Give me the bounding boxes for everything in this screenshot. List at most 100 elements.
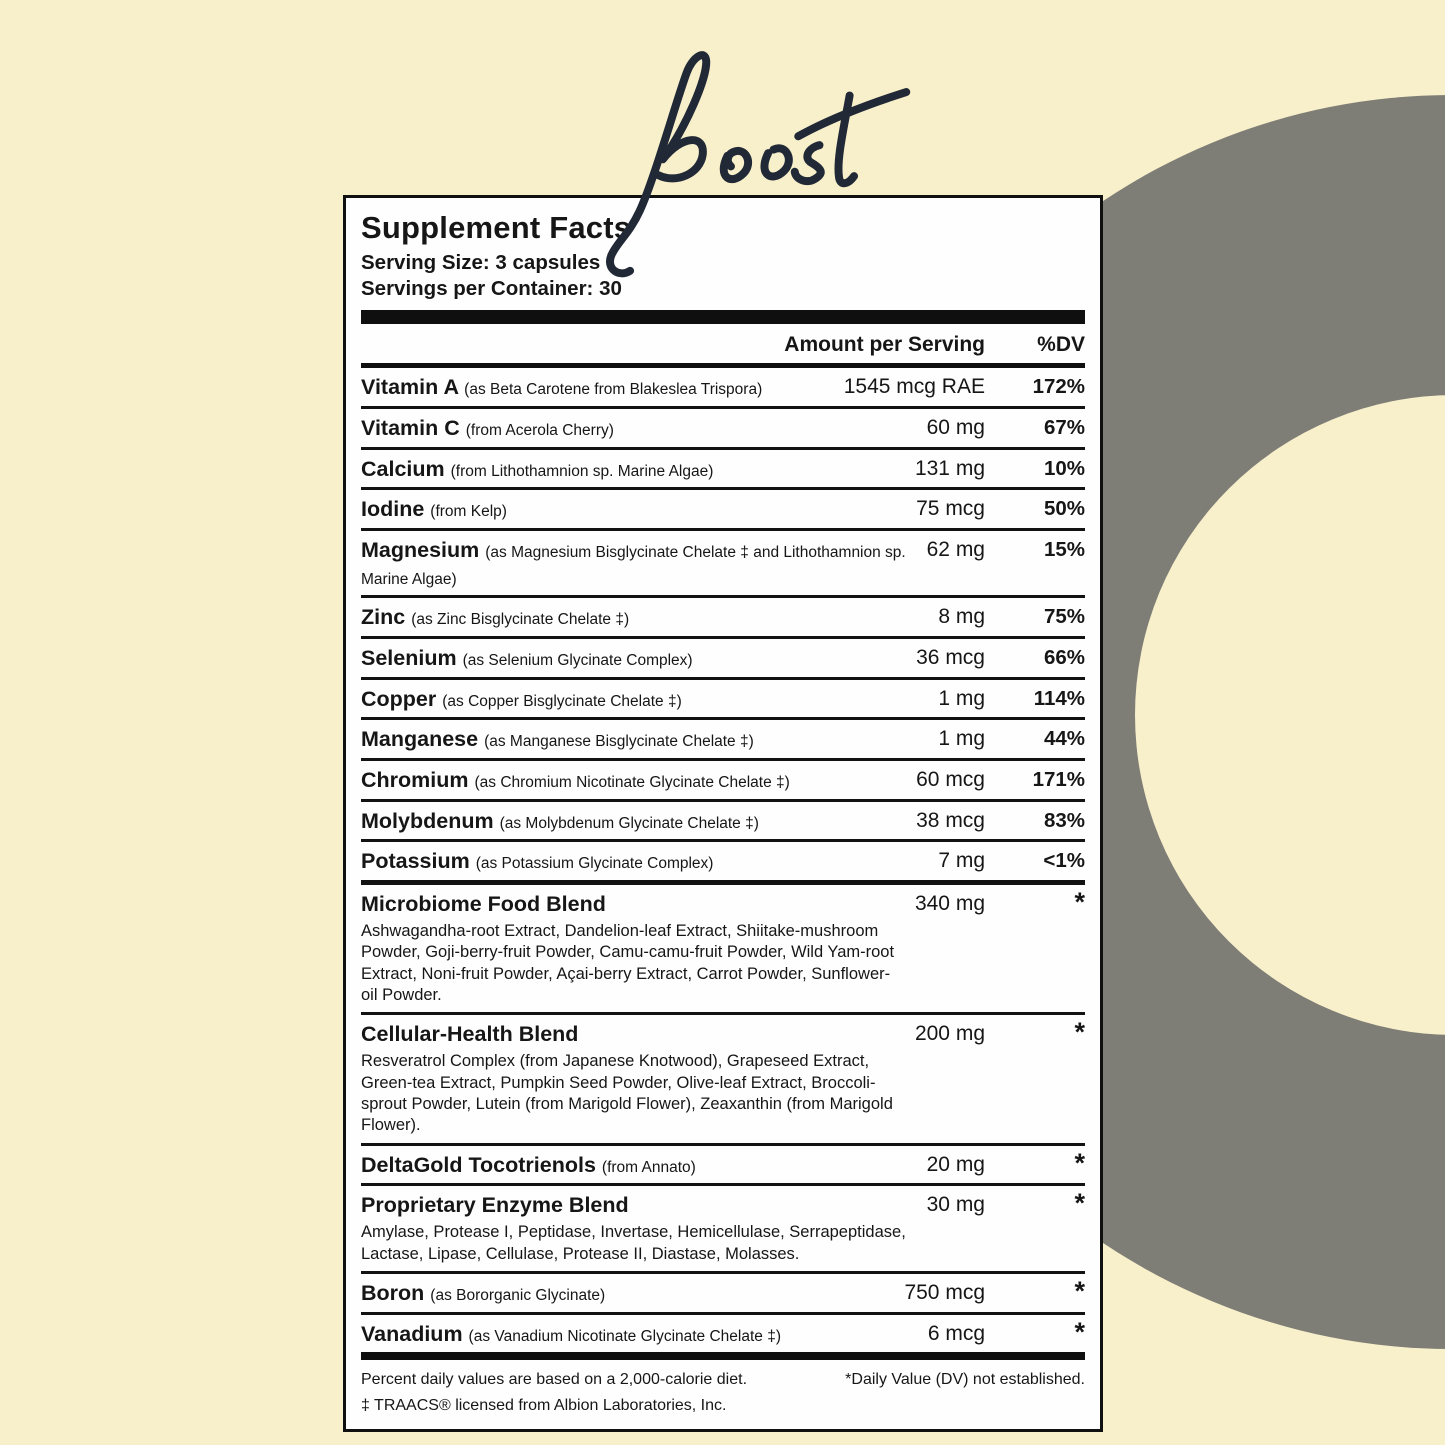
supplement-facts-panel: Supplement Facts Serving Size: 3 capsule… — [343, 195, 1103, 1432]
nutrient-dv: * — [1074, 1276, 1085, 1306]
footnotes: Percent daily values are based on a 2,00… — [361, 1360, 1085, 1416]
nutrient-amount: 60 mcg — [916, 768, 985, 792]
nutrient-dv: 15% — [1043, 538, 1085, 562]
nutrient-row-line: DeltaGold Tocotrienols (from Annato) 20 … — [361, 1149, 1085, 1179]
footnote-line-2: ‡ TRAACS® licensed from Albion Laborator… — [361, 1396, 727, 1414]
nutrient-amount: 30 mg — [926, 1193, 985, 1217]
nutrient-source: (as Bororganic Glycinate) — [430, 1287, 606, 1304]
nutrient-row: Vitamin A (as Beta Carotene from Blakesl… — [361, 368, 1085, 410]
nutrient-row: Calcium (from Lithothamnion sp. Marine A… — [361, 450, 1085, 491]
divider-heavy-top — [361, 310, 1085, 325]
nutrient-source: (as Manganese Bisglycinate Chelate ‡) — [484, 733, 754, 751]
nutrient-amount: 1 mg — [938, 686, 985, 710]
nutrient-row: Selenium (as Selenium Glycinate Complex)… — [361, 639, 1085, 680]
blend-ingredients: Resveratrol Complex (from Japanese Knotw… — [361, 1052, 893, 1135]
nutrient-dv: 10% — [1043, 456, 1085, 480]
nutrient-row: Magnesium (as Magnesium Bisglycinate Che… — [361, 531, 1085, 599]
nutrient-dv: * — [1074, 1188, 1085, 1219]
nutrient-row: Boron (as Bororganic Glycinate) 750 mcg … — [361, 1274, 1085, 1315]
nutrient-row-line: Chromium (as Chromium Nicotinate Glycina… — [361, 767, 1085, 794]
nutrient-row: Potassium (as Potassium Glycinate Comple… — [361, 842, 1085, 885]
nutrient-amount: 1545 mcg RAE — [843, 375, 985, 399]
panel-title: Supplement Facts — [361, 210, 632, 245]
nutrient-source: (from Annato) — [601, 1158, 696, 1176]
nutrient-source: (as Zinc Bisglycinate Chelate ‡) — [411, 611, 630, 629]
nutrient-amount: 750 mcg — [904, 1281, 985, 1304]
nutrient-row: Iodine (from Kelp) 75 mcg 50% — [361, 490, 1085, 532]
nutrient-name: Selenium (as Selenium Glycinate Complex) — [361, 646, 693, 671]
nutrient-row-line: Zinc (as Zinc Bisglycinate Chelate ‡) 8 … — [361, 604, 1085, 631]
nutrient-amount: 131 mg — [914, 456, 985, 480]
nutrient-name: Copper (as Copper Bisglycinate Chelate ‡… — [361, 686, 682, 711]
nutrient-amount: 7 mg — [938, 849, 985, 873]
nutrient-name: Molybdenum (as Molybdenum Glycinate Chel… — [361, 808, 759, 833]
nutrient-dv: * — [1074, 1316, 1085, 1347]
nutrient-row: Vanadium (as Vanadium Nicotinate Glycina… — [361, 1315, 1085, 1353]
blend-ingredients: Amylase, Protease I, Peptidase, Invertas… — [361, 1223, 906, 1263]
nutrient-dv: 75% — [1043, 605, 1085, 629]
nutrient-name: Vitamin A (as Beta Carotene from Blakesl… — [361, 375, 763, 400]
nutrient-dv: 114% — [1033, 686, 1085, 710]
nutrient-source: (from Lithothamnion sp. Marine Algae) — [450, 462, 714, 480]
blend-ingredients: Ashwagandha-root Extract, Dandelion-leaf… — [361, 921, 895, 1004]
nutrient-name: Iodine (from Kelp) — [361, 497, 507, 522]
brand-logo-boost-script — [606, 51, 911, 278]
nutrient-name: Cellular-Health Blend — [361, 1022, 579, 1047]
nutrient-source: (as Selenium Glycinate Complex) — [462, 652, 693, 670]
nutrient-source: (as Copper Bisglycinate Chelate ‡) — [442, 692, 682, 710]
nutrient-row-line: Iodine (from Kelp) 75 mcg 50% — [361, 496, 1085, 523]
nutrient-amount: 75 mcg — [916, 497, 985, 521]
footnote-line-1: Percent daily values are based on a 2,00… — [361, 1369, 1085, 1391]
nutrient-row-line: Proprietary Enzyme Blend 30 mg * — [361, 1188, 1085, 1219]
nutrient-dv: 83% — [1043, 808, 1085, 832]
nutrient-amount: 36 mcg — [916, 646, 985, 670]
nutrient-row-line: Potassium (as Potassium Glycinate Comple… — [361, 848, 1085, 875]
logo-stroke-o2 — [760, 144, 793, 181]
nutrient-source: (as Magnesium Bisglycinate Chelate ‡ and… — [361, 544, 906, 588]
nutrient-source: (as Potassium Glycinate Complex) — [475, 855, 714, 873]
nutrient-name: Zinc (as Zinc Bisglycinate Chelate ‡) — [361, 605, 630, 630]
nutrient-dv: 67% — [1043, 416, 1085, 440]
nutrient-source: (from Kelp) — [430, 503, 507, 521]
nutrient-rows: Vitamin A (as Beta Carotene from Blakesl… — [361, 368, 1085, 1352]
nutrient-dv: <1% — [1043, 849, 1085, 873]
logo-stroke-t-cross — [794, 88, 911, 141]
nutrient-amount: 62 mg — [926, 538, 985, 562]
nutrient-dv: 44% — [1043, 727, 1085, 751]
nutrient-name: Boron (as Bororganic Glycinate) — [361, 1281, 606, 1305]
nutrient-dv: 66% — [1043, 646, 1085, 670]
logo-stroke-t-stem — [834, 91, 859, 188]
nutrient-name: Calcium (from Lithothamnion sp. Marine A… — [361, 456, 714, 481]
nutrient-name: Potassium (as Potassium Glycinate Comple… — [361, 849, 714, 874]
nutrient-row: Vitamin C (from Acerola Cherry) 60 mg 67… — [361, 409, 1085, 450]
nutrient-row-line: Manganese (as Manganese Bisglycinate Che… — [361, 726, 1085, 753]
nutrient-amount: 8 mg — [938, 605, 985, 629]
nutrient-dv: * — [1074, 887, 1085, 917]
nutrient-dv: 50% — [1043, 497, 1085, 521]
nutrient-row-line: Microbiome Food Blend 340 mg * — [361, 887, 1085, 918]
nutrient-row: Copper (as Copper Bisglycinate Chelate ‡… — [361, 680, 1085, 721]
nutrient-row: Cellular-Health Blend 200 mg * Resveratr… — [361, 1015, 1085, 1146]
nutrient-row-line: Cellular-Health Blend 200 mg * — [361, 1019, 1085, 1048]
nutrient-source: (as Vanadium Nicotinate Glycinate Chelat… — [468, 1327, 781, 1345]
nutrient-source: (as Molybdenum Glycinate Chelate ‡) — [499, 814, 759, 832]
nutrient-row-line: Molybdenum (as Molybdenum Glycinate Chel… — [361, 808, 1085, 835]
nutrient-row: Chromium (as Chromium Nicotinate Glycina… — [361, 761, 1085, 802]
nutrient-row-line: Vitamin C (from Acerola Cherry) 60 mg 67… — [361, 415, 1085, 442]
nutrient-row-line: Magnesium (as Magnesium Bisglycinate Che… — [361, 537, 1085, 590]
nutrient-name: Vanadium (as Vanadium Nicotinate Glycina… — [361, 1321, 781, 1346]
nutrient-name: Magnesium (as Magnesium Bisglycinate Che… — [361, 538, 906, 588]
nutrient-amount: 20 mg — [926, 1152, 985, 1176]
nutrient-row: Proprietary Enzyme Blend 30 mg * Amylase… — [361, 1186, 1085, 1274]
nutrient-name: DeltaGold Tocotrienols (from Annato) — [361, 1152, 696, 1177]
nutrient-source: (as Chromium Nicotinate Glycinate Chelat… — [474, 774, 790, 792]
column-header-row: Amount per Serving %DV — [361, 324, 1085, 369]
nutrient-row-line: Selenium (as Selenium Glycinate Complex)… — [361, 645, 1085, 672]
logo-stroke-s — [790, 141, 825, 186]
nutrient-name: Chromium (as Chromium Nicotinate Glycina… — [361, 768, 790, 793]
footnote-dv-not-established: *Daily Value (DV) not established. — [845, 1371, 1085, 1389]
nutrient-row-line: Vitamin A (as Beta Carotene from Blakesl… — [361, 374, 1085, 401]
column-header-amount: Amount per Serving — [784, 333, 985, 357]
nutrient-row-line: Copper (as Copper Bisglycinate Chelate ‡… — [361, 686, 1085, 713]
nutrient-row: Molybdenum (as Molybdenum Glycinate Chel… — [361, 802, 1085, 843]
